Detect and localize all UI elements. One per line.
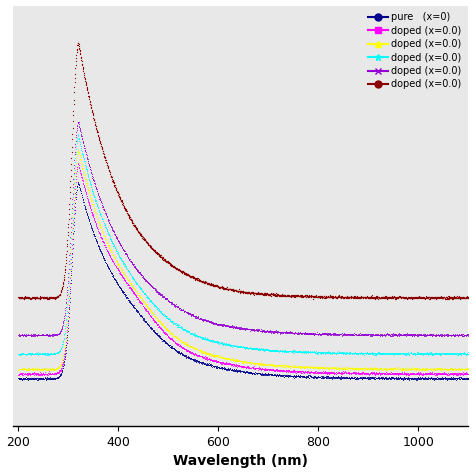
Legend: pure   (x=0), doped (x=0.0), doped (x=0.0), doped (x=0.0), doped (x=0.0), doped : pure (x=0), doped (x=0.0), doped (x=0.0)… (366, 10, 464, 91)
X-axis label: Wavelength (nm): Wavelength (nm) (173, 455, 309, 468)
